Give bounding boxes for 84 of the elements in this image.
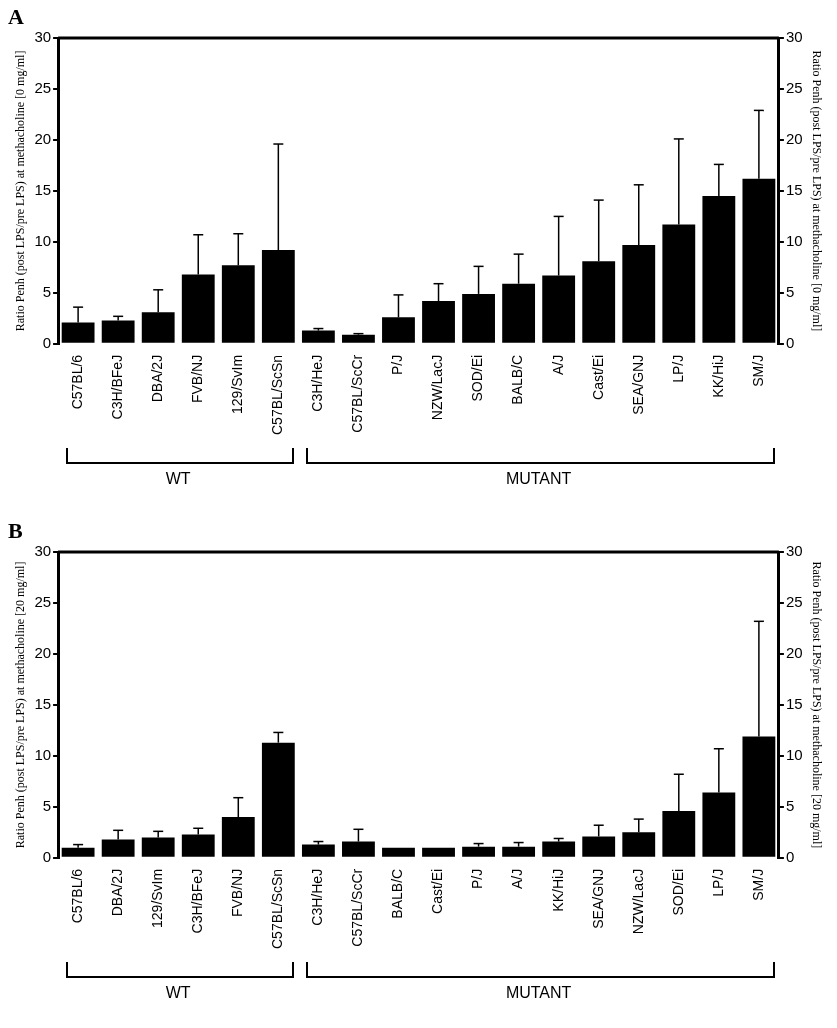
y2-tick-label: 25 [785,593,803,611]
bar [342,334,375,343]
y2-tick-label: 25 [785,79,803,97]
bar [462,846,495,857]
x-tick-label: FVB/NJ [229,868,246,918]
y-tick-label: 30 [34,28,52,46]
y2-tick-label: 15 [785,695,803,713]
y-tick-label: 5 [42,283,52,301]
x-tick-label: SEA/GNJ [629,354,646,415]
x-tick-label: Cast/Ei [589,354,606,400]
x-tick-label: C3H/HeJ [309,354,326,412]
x-tick-label: C57BL/ScCr [349,354,366,433]
bar [542,841,576,857]
x-tick-label: SEA/GNJ [589,868,606,929]
x-tick-label: 129/SvIm [229,354,246,414]
y2-axis-title: Ratio Penh (post LPS/pre LPS) at methacholine [20 mg/ml] [809,561,824,849]
text: WT [164,984,192,1002]
text: MUTANT [504,984,573,1002]
bar [301,844,335,857]
x-tick-label: SM/J [749,354,766,387]
x-tick-label: BALB/C [389,868,406,919]
y-tick-label: 10 [34,746,52,764]
x-tick-label: SOD/Ei [669,868,686,916]
y2-tick-label: 20 [785,130,803,148]
bar [61,847,95,857]
y-tick-label: 25 [34,79,52,97]
bar [422,847,455,857]
x-tick-label: P/J [389,354,406,376]
x-tick-label: BALB/C [509,354,526,405]
x-tick-label: SM/J [749,868,766,901]
y-tick-label: 15 [34,695,52,713]
y-tick-label: 30 [34,542,52,560]
x-tick-label: A/J [549,354,566,376]
y2-axis-title: Ratio Penh (post LPS/pre LPS) at methacholine [0 mg/ml] [809,50,824,332]
x-tick-label: A/J [509,868,526,890]
y2-tick-label: 10 [785,232,803,250]
x-tick-label: LP/J [669,354,686,383]
x-tick-label: C57BL/6 [68,868,85,924]
x-tick-label: C57BL/ScCr [349,868,366,947]
x-tick-label: KK/HiJ [549,868,566,912]
y-tick-label: 15 [34,181,52,199]
y2-tick-label: 15 [785,181,803,199]
x-tick-label: C3H/BFeJ [109,354,126,420]
x-tick-label: NZW/LacJ [429,354,446,421]
x-tick-label: C3H/BFeJ [189,868,206,934]
y-tick-label: 10 [34,232,52,250]
bar [382,847,415,857]
y2-tick-label: 0 [785,847,795,865]
y2-tick-label: 30 [785,28,803,46]
x-tick-label: DBA/2J [149,354,166,403]
y2-tick-label: 5 [785,283,795,301]
x-tick-label: Cast/Ei [429,868,446,914]
x-tick-label: NZW/LacJ [629,868,646,935]
y-tick-label: 0 [42,333,52,351]
x-tick-label: FVB/NJ [189,354,206,404]
text: WT [164,470,192,488]
bar [101,320,135,343]
bar [301,330,335,343]
chart-title: B [8,518,23,544]
bar [502,846,536,857]
y2-tick-label: 30 [785,542,803,560]
y-tick-label: 25 [34,593,52,611]
x-tick-label: C57BL/ScSn [269,354,286,436]
x-tick-label: C57BL/6 [68,354,85,410]
x-tick-label: P/J [469,868,486,890]
y-tick-label: 20 [34,644,52,662]
y2-tick-label: 0 [785,333,795,351]
x-tick-label: KK/HiJ [709,354,726,398]
x-tick-label: 129/SvIm [149,868,166,928]
x-tick-label: DBA/2J [109,868,126,917]
y-axis-title: Ratio Penh (post LPS/pre LPS) at methacholine [0 mg/ml] [13,50,28,332]
x-tick-label: LP/J [709,868,726,897]
y2-tick-label: 5 [785,797,795,815]
chart-title: A [8,4,24,30]
y-tick-label: 0 [42,847,52,865]
x-tick-label: SOD/Ei [469,354,486,402]
y-tick-label: 5 [42,797,52,815]
y2-tick-label: 20 [785,644,803,662]
text: MUTANT [504,470,573,488]
x-tick-label: C3H/HeJ [309,868,326,926]
y-axis-title: Ratio Penh (post LPS/pre LPS) at methacholine [20 mg/ml] [13,561,28,849]
y-tick-label: 20 [34,130,52,148]
y2-tick-label: 10 [785,746,803,764]
x-tick-label: C57BL/ScSn [269,868,286,950]
